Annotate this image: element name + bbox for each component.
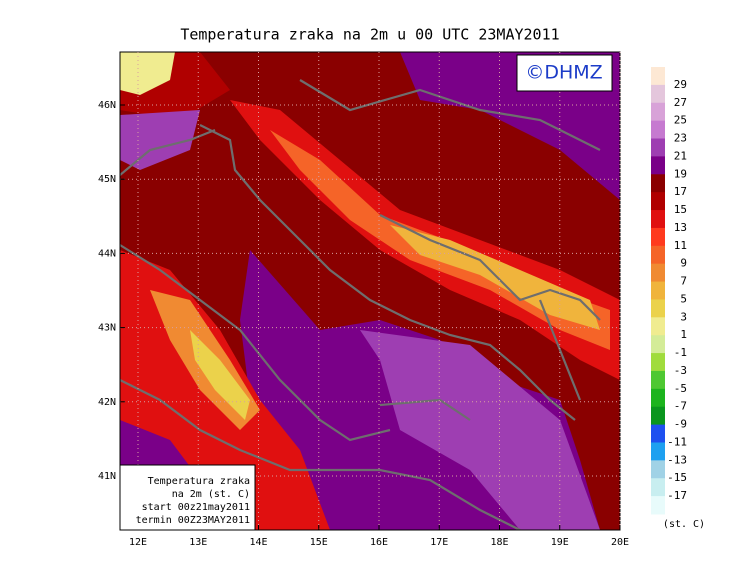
colorbar-swatch bbox=[651, 67, 665, 86]
info-box: Temperatura zraka na 2m (st. C) start 00z2… bbox=[119, 464, 256, 531]
x-tick-label: 14E bbox=[249, 537, 267, 548]
y-tick-label: 44N bbox=[98, 248, 116, 259]
colorbar-label: -11 bbox=[667, 435, 687, 448]
colorbar-swatch bbox=[651, 281, 665, 300]
colorbar-label: -9 bbox=[674, 418, 687, 431]
info-line: na 2m (st. C) bbox=[172, 489, 250, 500]
colorbar-swatch bbox=[651, 317, 665, 336]
info-line: termin 00Z23MAY2011 bbox=[136, 515, 250, 526]
colorbar-label: 29 bbox=[674, 78, 687, 91]
colorbar-label: 7 bbox=[680, 275, 687, 288]
y-tick-label: 42N bbox=[98, 397, 116, 408]
colorbar-label: 11 bbox=[674, 239, 687, 252]
colorbar-label: -3 bbox=[674, 364, 687, 377]
colorbar-label: 17 bbox=[674, 185, 687, 198]
colorbar-label: -13 bbox=[667, 453, 687, 466]
y-tick-label: 46N bbox=[98, 100, 116, 111]
y-tick-label: 43N bbox=[98, 323, 116, 334]
colorbar-swatch bbox=[651, 156, 665, 175]
colorbar-swatch bbox=[651, 227, 665, 247]
x-tick-label: 19E bbox=[551, 537, 569, 548]
colorbar-swatch bbox=[651, 353, 665, 372]
x-tick-label: 17E bbox=[430, 537, 448, 548]
colorbar-label: -15 bbox=[667, 471, 687, 484]
logo-box: ©DHMZ bbox=[516, 54, 613, 92]
colorbar-swatch bbox=[651, 388, 665, 408]
colorbar-swatch bbox=[651, 299, 665, 318]
colorbar-label: 25 bbox=[674, 114, 687, 127]
x-tick-label: 15E bbox=[310, 537, 328, 548]
colorbar-label: 13 bbox=[674, 221, 687, 234]
colorbar-label: 19 bbox=[674, 167, 687, 180]
title: Temperatura zraka na 2m u 00 UTC 23MAY20… bbox=[180, 26, 559, 44]
colorbar-label: 23 bbox=[674, 132, 687, 145]
colorbar-label: -1 bbox=[674, 346, 687, 359]
colorbar-swatch bbox=[651, 424, 665, 443]
colorbar-swatch bbox=[651, 406, 665, 426]
colorbar-label: 5 bbox=[680, 292, 687, 305]
info-line: start 00z21may2011 bbox=[142, 502, 250, 513]
colorbar-swatch bbox=[651, 370, 665, 390]
temperature-field bbox=[120, 52, 620, 530]
colorbar-swatch bbox=[651, 460, 665, 479]
logo: ©DHMZ bbox=[525, 62, 602, 84]
colorbar-swatch bbox=[651, 192, 665, 211]
y-tick-label: 41N bbox=[98, 471, 116, 482]
colorbar-swatch bbox=[651, 442, 665, 461]
colorbar-label: -5 bbox=[674, 382, 687, 395]
plot-frame bbox=[119, 51, 621, 531]
colorbar-label: -7 bbox=[674, 400, 687, 413]
colorbar-unit: (st. C) bbox=[663, 519, 705, 530]
colorbar-swatch bbox=[651, 263, 665, 283]
x-tick-label: 16E bbox=[370, 537, 388, 548]
colorbar-swatch bbox=[651, 245, 665, 265]
colorbar-swatch bbox=[651, 496, 665, 515]
colorbar-swatch bbox=[651, 478, 665, 497]
colorbar-swatch bbox=[651, 210, 665, 229]
colorbar: 29 27 25 23 21 19 17 15 13 11 9 7 5 3 1 -1 -3 -5 -7 -9 -11 -1… bbox=[651, 67, 687, 515]
info-line: Temperatura zraka bbox=[148, 476, 250, 487]
colorbar-label: 3 bbox=[680, 310, 687, 323]
y-tick-label: 45N bbox=[98, 174, 116, 185]
x-tick-label: 18E bbox=[490, 537, 508, 548]
colorbar-swatch bbox=[651, 84, 665, 104]
colorbar-swatch bbox=[651, 174, 665, 193]
colorbar-label: 1 bbox=[680, 328, 687, 341]
colorbar-swatch bbox=[651, 335, 665, 354]
colorbar-swatch bbox=[651, 138, 665, 157]
x-tick-label: 20E bbox=[611, 537, 629, 548]
colorbar-label: 9 bbox=[680, 257, 687, 270]
axes: 12E 13E 14E 15E 16E 17E 18E 19E 20E 41N 42N 43N 44N 4… bbox=[98, 51, 629, 548]
colorbar-label: 15 bbox=[674, 203, 687, 216]
colorbar-swatch bbox=[651, 120, 665, 140]
colorbar-label: 21 bbox=[674, 149, 687, 162]
x-tick-label: 12E bbox=[129, 537, 147, 548]
x-tick-label: 13E bbox=[189, 537, 207, 548]
colorbar-label: 27 bbox=[674, 96, 687, 109]
colorbar-label: -17 bbox=[667, 489, 687, 502]
colorbar-swatch bbox=[651, 102, 665, 122]
